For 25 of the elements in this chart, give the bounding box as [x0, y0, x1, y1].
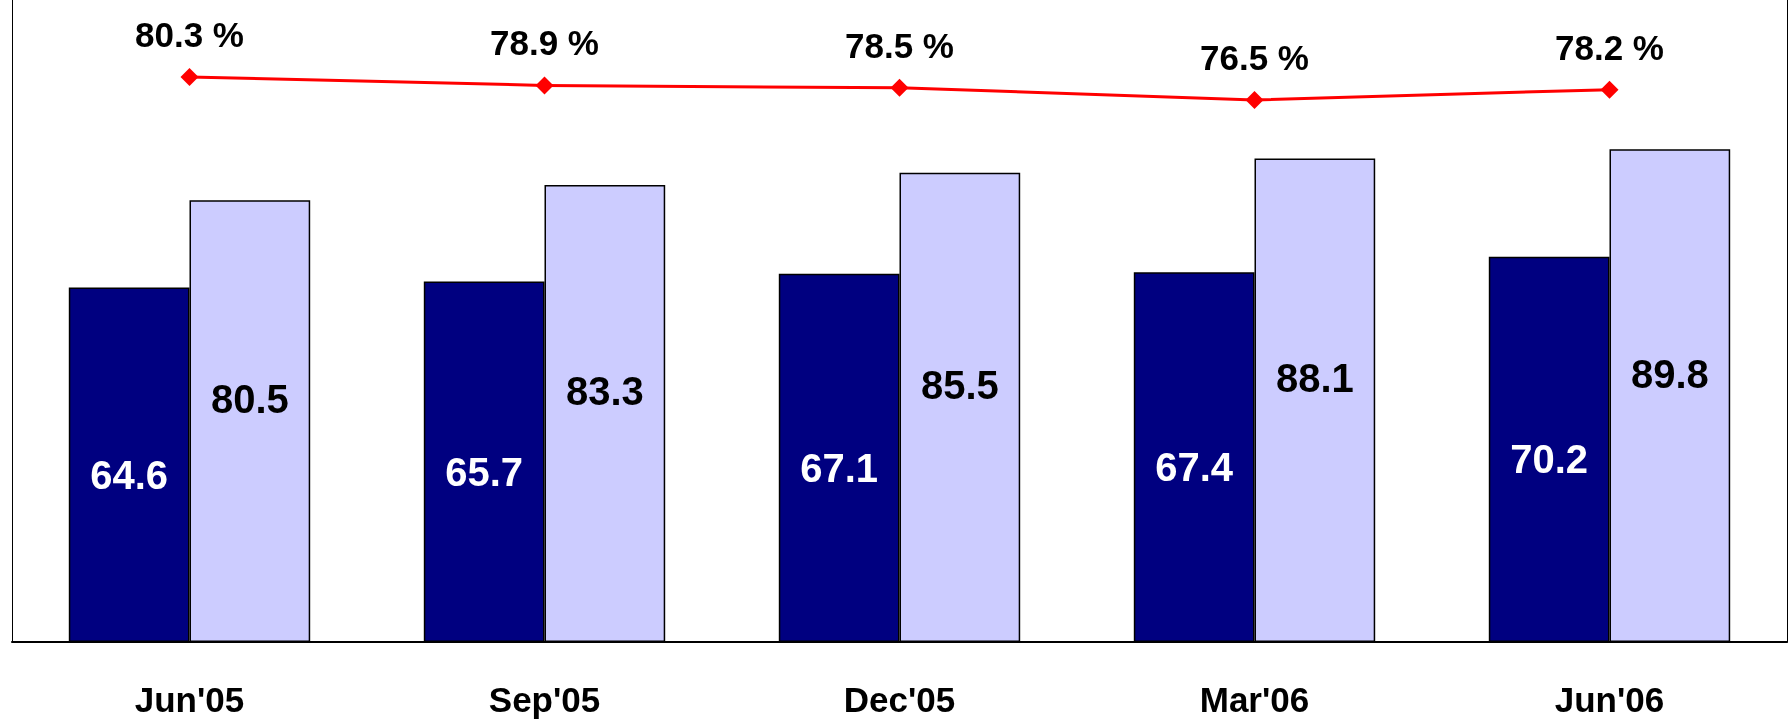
data-label: 76.5 %	[1200, 37, 1309, 77]
data-label: 65.7	[445, 449, 524, 494]
data-label: 64.6	[90, 452, 169, 497]
x-tick-label: Jun'06	[1554, 680, 1665, 719]
data-label: 67.1	[800, 445, 879, 490]
point	[535, 76, 554, 95]
point	[1600, 80, 1619, 99]
data-label: 89.8	[1630, 351, 1709, 396]
data-label: 78.9 %	[490, 23, 599, 63]
data-label: 80.3 %	[135, 14, 244, 54]
data-label: 80.5	[210, 377, 289, 422]
data-label: 67.4	[1155, 445, 1234, 490]
data-label: 88.1	[1275, 356, 1354, 401]
x-tick-label: Jun'05	[134, 680, 245, 719]
x-tick-label: Mar'06	[1199, 680, 1310, 719]
point	[890, 78, 909, 97]
data-label: 70.2	[1510, 437, 1589, 482]
data-label: 78.2 %	[1555, 27, 1664, 67]
data-label: 85.5	[920, 363, 999, 408]
x-tick-label: Sep'05	[488, 680, 601, 719]
data-label: 78.5 %	[845, 25, 954, 65]
x-tick-label: Dec'05	[843, 680, 956, 719]
point	[180, 67, 199, 86]
point	[1245, 90, 1264, 109]
data-label: 83.3	[565, 369, 644, 414]
